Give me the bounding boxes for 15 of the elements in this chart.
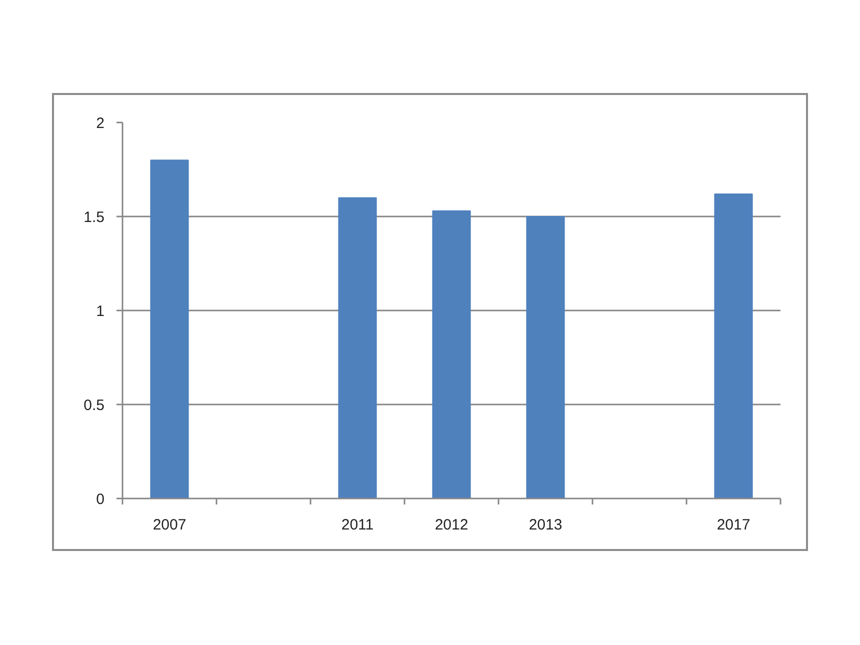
bar — [714, 193, 753, 498]
y-tick-label: 0.5 — [84, 397, 105, 414]
bar — [432, 210, 471, 498]
x-tick-label: 2012 — [434, 516, 468, 534]
x-tick-label: 2017 — [716, 516, 750, 534]
bar — [338, 197, 377, 498]
x-tick-label: 2007 — [152, 516, 186, 534]
bar — [150, 160, 189, 498]
y-tick-label: 2 — [96, 115, 104, 132]
x-tick-label: 2011 — [341, 516, 374, 534]
bar — [526, 216, 565, 498]
y-tick-label: 1.5 — [84, 209, 105, 226]
y-tick-label: 0 — [96, 491, 104, 508]
x-tick-label: 2013 — [528, 516, 562, 534]
y-tick-label: 1 — [96, 303, 104, 320]
